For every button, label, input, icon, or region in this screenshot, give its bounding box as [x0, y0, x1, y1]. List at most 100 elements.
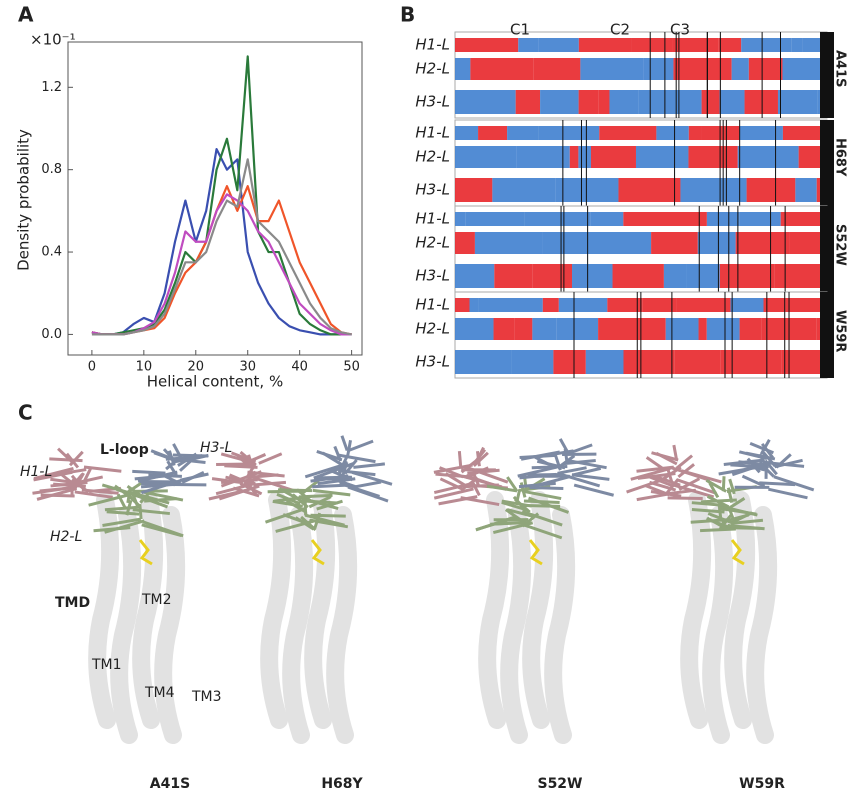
helix-stick: [349, 441, 373, 450]
heatmap-cell: [707, 318, 740, 340]
helix-stick: [530, 488, 564, 489]
side-bar: [820, 292, 834, 378]
mutant-label: S52W: [537, 776, 582, 792]
heatmap-cell: [598, 318, 666, 340]
heatmap-cell: [591, 146, 636, 168]
x-tick-label: 20: [188, 360, 205, 375]
helix-stick: [682, 471, 722, 482]
block-label: A41S: [833, 50, 848, 88]
helix-stick: [520, 455, 556, 457]
x-tick-label: 50: [343, 360, 360, 375]
heatmap-cell: [741, 38, 791, 52]
heatmap-cell: [643, 58, 673, 80]
heatmap-cell: [666, 318, 699, 340]
heatmap-cell: [778, 90, 818, 114]
heatmap-cell: [632, 38, 673, 52]
helix: [711, 515, 724, 735]
row-label: H2-L: [415, 148, 450, 166]
row-label: H2-L: [415, 234, 450, 252]
heatmap-cell: [792, 38, 803, 52]
x-axis-label: Helical content, %: [147, 373, 283, 391]
heatmap-cell: [676, 298, 730, 312]
y-tick-label: 0.0: [41, 327, 62, 342]
row-label: H1-L: [415, 124, 450, 142]
helix: [733, 500, 746, 720]
heatmap-cell: [455, 146, 516, 168]
heatmap-cell: [578, 146, 591, 168]
helix-stick: [353, 464, 384, 467]
heatmap-cell: [686, 264, 720, 288]
heatmap-cell: [651, 232, 698, 254]
helix-stick: [253, 482, 286, 484]
heatmap-cell: [580, 58, 643, 80]
heatmap-cell: [586, 350, 624, 374]
heatmap-cell: [598, 90, 609, 114]
helix-stick: [278, 490, 312, 491]
heatmap-cell: [673, 38, 719, 52]
heatmap-cell: [688, 146, 737, 168]
heatmap-cell: [516, 90, 540, 114]
heatmap-cell: [590, 212, 623, 226]
heatmap-cell: [732, 58, 749, 80]
heatmap-cell: [656, 126, 688, 140]
heatmap-cell: [478, 126, 507, 140]
plot-frame: [68, 42, 362, 355]
heatmap-cell: [570, 146, 579, 168]
heatmap-cell: [723, 126, 740, 140]
helix-stick: [574, 485, 613, 495]
heatmap-cell: [579, 38, 632, 52]
structure-annotation: TM1: [91, 657, 122, 673]
heatmap-cell: [557, 318, 598, 340]
heatmap-cell: [747, 178, 796, 202]
structure-annotation: TM3: [191, 689, 222, 705]
row-label: H1-L: [415, 36, 450, 54]
row-label: H3-L: [415, 181, 450, 199]
heatmap-cell: [470, 58, 533, 80]
helix: [291, 515, 304, 735]
helix-stick: [348, 487, 388, 501]
heatmap: H1-LH2-LH3-LA41SH1-LH2-LH3-LH68YH1-LH2-L…: [415, 21, 847, 379]
helix: [509, 515, 522, 735]
helix: [553, 515, 566, 735]
row-label: H1-L: [415, 210, 450, 228]
heatmap-cell: [475, 232, 542, 254]
heatmap-cell: [540, 90, 579, 114]
helix-stick: [459, 451, 460, 466]
data-line: [92, 186, 352, 334]
y-tick-label: 1.2: [41, 80, 62, 95]
heatmap-cell: [542, 232, 588, 254]
heatmap-cell: [533, 264, 563, 288]
heatmap-cell: [455, 264, 494, 288]
row-label: H1-L: [415, 296, 450, 314]
structure-annotation: TMD: [55, 595, 90, 611]
helix-stick: [49, 459, 82, 461]
heatmap-cell: [638, 90, 701, 114]
heatmap-cell: [455, 126, 478, 140]
cluster-label: C1: [510, 21, 530, 39]
x-tick-label: 40: [291, 360, 308, 375]
block-label: W59R: [833, 310, 848, 352]
heatmap-cell: [636, 146, 688, 168]
heatmap-cell: [478, 298, 543, 312]
heatmap-cell: [720, 90, 745, 114]
heatmap-cell: [664, 264, 686, 288]
heatmap-cell: [518, 38, 539, 52]
heatmap-cell: [739, 126, 783, 140]
heatmap-cell: [494, 264, 532, 288]
heatmap-cell: [623, 212, 675, 226]
heatmap-cell: [618, 178, 680, 202]
heatmap-cell: [740, 318, 762, 340]
structure-annotation: H1-L: [20, 464, 52, 480]
helix-stick: [132, 471, 165, 473]
heatmap-cell: [539, 126, 600, 140]
y-axis-label: Density probability: [15, 129, 33, 271]
heatmap-cell: [698, 232, 736, 254]
structure-annotation: TM4: [144, 685, 175, 701]
helix-stick: [348, 440, 351, 455]
heatmap-cell: [492, 178, 555, 202]
heatmap-cell: [738, 146, 799, 168]
heatmap-cell: [455, 178, 492, 202]
structure-annotation: TM2: [141, 592, 172, 608]
heatmap-cell: [455, 232, 475, 254]
helix-stick: [312, 485, 348, 487]
